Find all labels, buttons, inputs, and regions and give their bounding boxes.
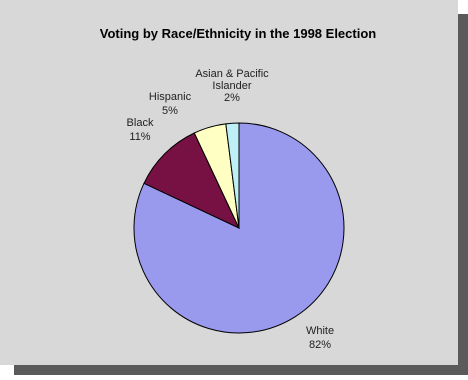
pie-slices: [133, 122, 345, 334]
slice-label-white: White 82%: [306, 325, 334, 351]
pie-labels: White 82% Black 11%Hispanic 5%Asian & Pacifi…: [127, 68, 335, 351]
pie-slice-black: [143, 132, 241, 230]
chart-title: Voting by Race/Ethnicity in the 1998 Ele…: [100, 26, 376, 41]
slice-label-black: Black 11%: [127, 117, 154, 143]
slice-label-hispanic: Hispanic 5%: [149, 91, 192, 117]
pie-slice-asian-pacific-islander: [225, 122, 240, 229]
slice-label-asian-pacific-islander: Asian & Pacific Islander 2%: [195, 68, 269, 104]
